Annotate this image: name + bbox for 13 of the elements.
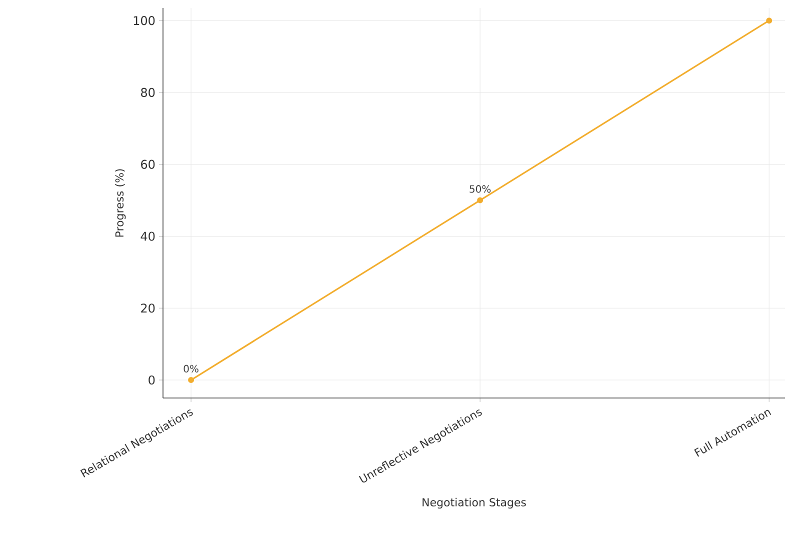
y-axis-title: Progress (%) — [115, 169, 126, 237]
point — [766, 18, 772, 24]
data-label: 0% — [184, 364, 198, 372]
point — [188, 377, 194, 384]
y-tick-label: 100 — [134, 16, 155, 26]
data-label: 50% — [470, 185, 491, 193]
y-tick-label: 40 — [140, 232, 155, 241]
y-tick-label: 20 — [141, 304, 155, 313]
y-tick-label: 0 — [148, 375, 155, 385]
x-axis-title: Negotiation Stages — [422, 498, 526, 509]
y-tick-label: 60 — [141, 160, 155, 169]
y-tick-label: 80 — [141, 88, 155, 98]
point — [477, 197, 484, 204]
